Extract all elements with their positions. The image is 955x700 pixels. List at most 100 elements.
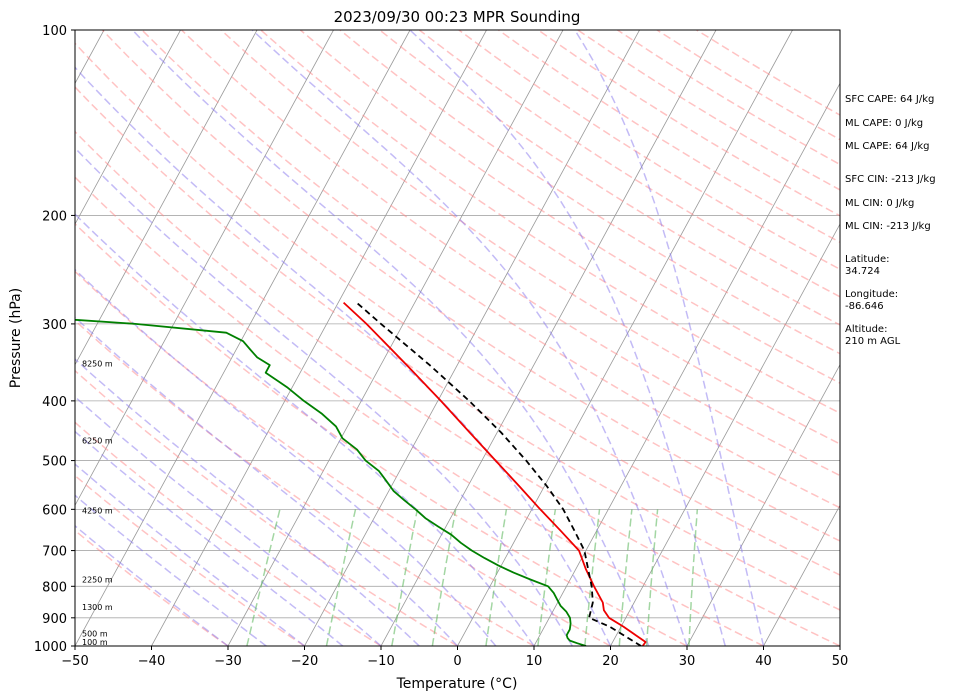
dry-adiabat — [75, 130, 840, 646]
moist-adiabat — [75, 66, 612, 646]
dry-adiabat — [75, 176, 764, 646]
y-tick-label: 200 — [42, 209, 67, 224]
tick-layer: −50 −40 −30 −20 −10 0 10 20 30 40 50 1000 900 800 700 6… — [34, 24, 848, 669]
annotation-ml-cape-2: ML CAPE: 64 J/kg — [845, 141, 929, 152]
height-label: 4250 m — [82, 507, 113, 516]
dewpoint-line — [75, 318, 587, 646]
height-label: 2250 m — [82, 576, 113, 585]
dry-adiabat — [75, 270, 611, 646]
x-tick-label: −10 — [367, 654, 394, 669]
dry-adiabat — [75, 85, 840, 611]
y-tick-label: 900 — [42, 612, 67, 627]
isotherm-line — [533, 82, 840, 646]
x-tick-label: 20 — [602, 654, 619, 669]
mixing-ratio-line — [246, 509, 281, 646]
isotherm-line — [75, 30, 258, 366]
isotherm-line — [75, 30, 181, 225]
x-tick-label: 10 — [526, 654, 543, 669]
y-axis-label: Pressure (hPa) — [8, 288, 24, 388]
mixing-ratio-line — [537, 509, 557, 646]
series-layer — [75, 301, 647, 646]
annotation-latitude-label: Latitude: — [845, 254, 890, 265]
isotherm-line — [457, 30, 793, 646]
x-axis-label: Temperature (°C) — [396, 676, 518, 692]
mixing-ratio-line — [645, 509, 659, 646]
mixing-ratio-line — [688, 509, 699, 646]
isotherm-line — [75, 30, 411, 646]
height-label: 100 m — [82, 638, 108, 647]
annotation-altitude-value: 210 m AGL — [845, 336, 901, 347]
isotherm-line — [75, 30, 334, 507]
height-label: 500 m — [82, 630, 108, 639]
moist-adiabat — [75, 463, 305, 646]
x-tick-label: −40 — [138, 654, 165, 669]
annotation-ml-cin-1: ML CIN: 0 J/kg — [845, 198, 914, 209]
y-tick-label: 800 — [42, 580, 67, 595]
dry-adiabat — [299, 30, 840, 384]
dry-adiabat — [101, 30, 840, 542]
y-tick-label: 600 — [42, 503, 67, 518]
moist-adiabat — [131, 30, 650, 646]
moist-adiabat — [75, 213, 535, 646]
y-tick-label: 300 — [42, 318, 67, 333]
mixing-ratio-line — [325, 509, 357, 646]
annotation-ml-cape-1: ML CAPE: 0 J/kg — [845, 118, 923, 129]
moist-adiabat — [75, 146, 573, 646]
y-tick-label: 1000 — [34, 640, 67, 655]
x-tick-label: −20 — [291, 654, 318, 669]
dry-adiabat — [75, 421, 382, 646]
moist-adiabat — [75, 268, 497, 646]
dry-adiabat — [339, 30, 840, 355]
dry-adiabat — [75, 529, 229, 646]
moist-adiabat — [75, 430, 344, 646]
moist-adiabat — [75, 316, 459, 646]
isotherm-line — [610, 223, 840, 646]
x-tick-label: −50 — [61, 654, 88, 669]
isotherm-line — [686, 363, 840, 646]
x-tick-label: 30 — [679, 654, 696, 669]
isotherm-line — [763, 504, 840, 646]
isotherm-line — [227, 30, 564, 646]
y-tick-label: 700 — [42, 545, 67, 560]
moist-adiabat — [251, 30, 688, 646]
height-label: 6250 m — [82, 437, 113, 446]
annotation-sfc-cape: SFC CAPE: 64 J/kg — [845, 94, 934, 105]
dry-adiabat — [141, 30, 840, 509]
x-tick-label: −30 — [214, 654, 241, 669]
height-label: 8250 m — [82, 360, 113, 369]
y-tick-label: 400 — [42, 395, 67, 410]
dry-adiabat — [75, 42, 840, 576]
dry-adiabat — [75, 319, 535, 646]
moist-adiabat — [409, 30, 727, 646]
isotherm-line — [380, 30, 717, 646]
annotation-longitude-value: -86.646 — [845, 301, 884, 312]
x-tick-label: 40 — [755, 654, 772, 669]
annotation-altitude-label: Altitude: — [845, 324, 887, 335]
dry-adiabat — [220, 30, 840, 445]
height-label: 1300 m — [82, 603, 113, 612]
isotherm-line — [304, 30, 640, 646]
mixing-ratio-line — [618, 509, 633, 646]
annotation-ml-cin-2: ML CIN: -213 J/kg — [845, 221, 931, 232]
chart-title: 2023/09/30 00:23 MPR Sounding — [334, 8, 581, 26]
mixing-ratio-line — [431, 509, 457, 646]
y-tick-label: 500 — [42, 455, 67, 470]
mixing-ratio-line — [391, 509, 419, 646]
annotation-sfc-cin: SFC CIN: -213 J/kg — [845, 174, 936, 185]
mixing-ratio-line — [485, 509, 508, 646]
annotation-latitude-value: 34.724 — [845, 266, 880, 277]
moist-adiabat — [75, 395, 382, 646]
dry-adiabat — [75, 369, 458, 646]
grid-layer — [75, 30, 840, 646]
x-tick-label: 50 — [832, 654, 849, 669]
moist-adiabat — [574, 30, 765, 646]
dry-adiabat — [75, 474, 305, 646]
y-tick-label: 100 — [42, 24, 67, 39]
temperature-line — [342, 301, 647, 646]
dry-adiabat — [260, 30, 840, 414]
moist-adiabat — [75, 358, 420, 646]
annotation-panel: SFC CAPE: 64 J/kg ML CAPE: 0 J/kg ML CAP… — [845, 94, 936, 347]
x-tick-label: 0 — [453, 654, 461, 669]
